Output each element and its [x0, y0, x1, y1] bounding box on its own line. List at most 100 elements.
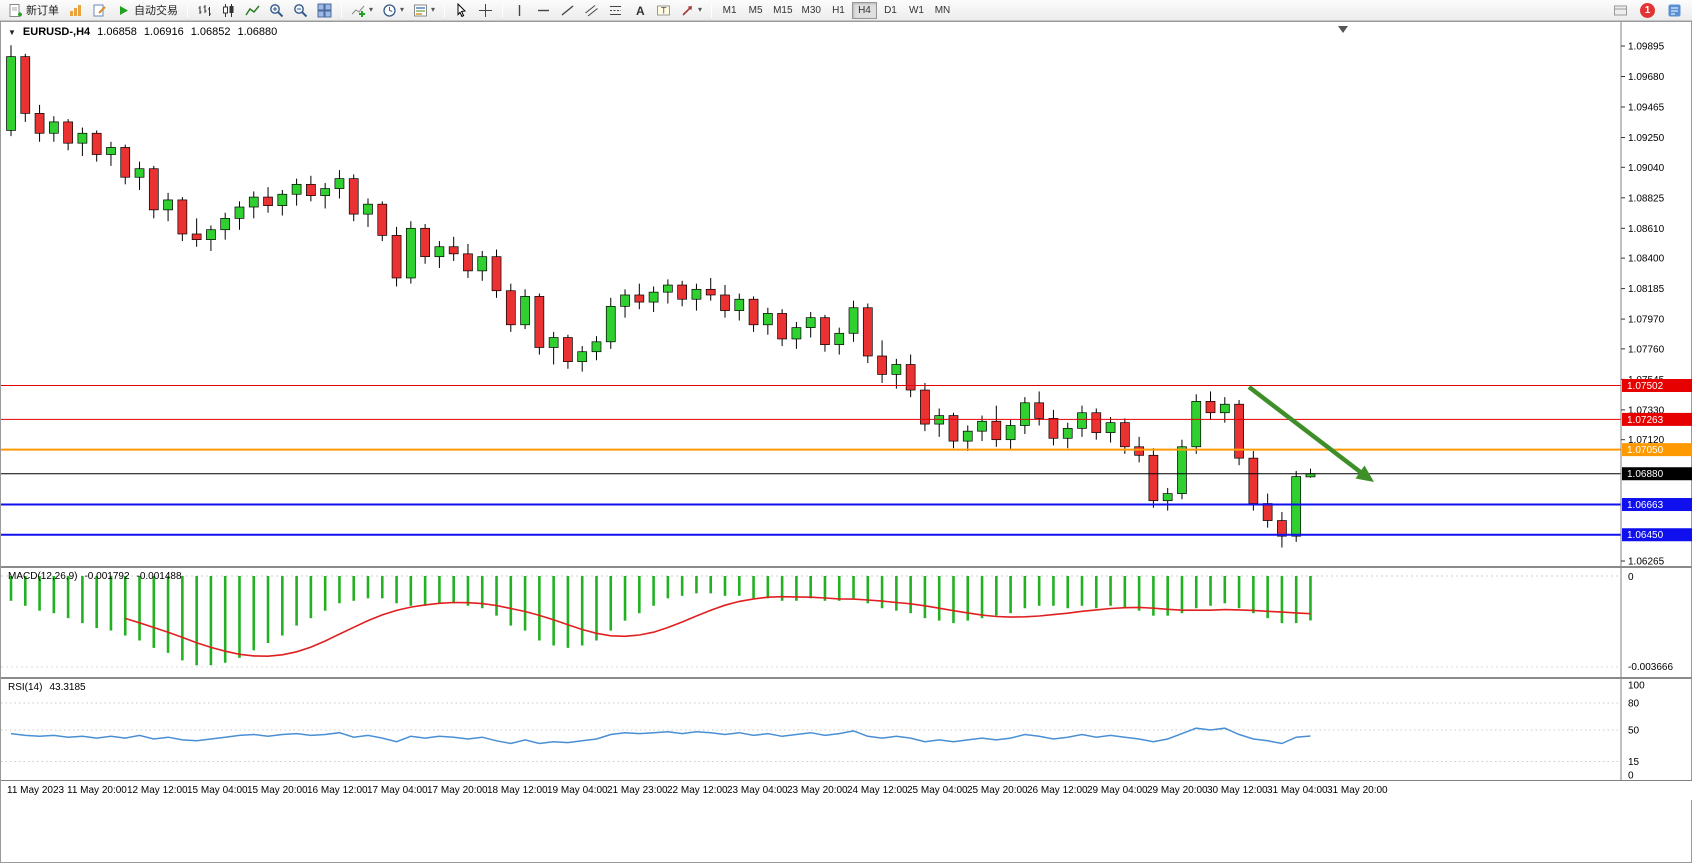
rsi-label: RSI(14) 43.3185 [8, 682, 86, 693]
timeframe-h1-button[interactable]: H1 [826, 2, 851, 19]
zoom-in-button[interactable] [265, 1, 288, 20]
sidebar-toggle-button[interactable] [1663, 1, 1686, 20]
svg-text:0: 0 [1628, 572, 1634, 583]
svg-text:1.07760: 1.07760 [1628, 344, 1665, 355]
fibonacci-tool-button[interactable] [604, 1, 627, 20]
horizontal-lines-layer[interactable] [1, 384, 1621, 536]
cursor-button[interactable] [450, 1, 473, 20]
rsi-axis[interactable]: 100 80 50 15 0 [1620, 679, 1645, 780]
time-axis-label: 29 May 04:00 [1087, 785, 1148, 796]
templates-button[interactable]: ▾ [409, 1, 439, 20]
sidebar-toggle-icon [1667, 3, 1682, 18]
label-tool-button[interactable]: T [652, 1, 675, 20]
line-chart-icon [245, 3, 260, 18]
new-order-icon [8, 3, 23, 18]
macd-axis[interactable]: 0 -0.003666 [1620, 568, 1673, 677]
periods-button[interactable]: ▾ [378, 1, 408, 20]
time-axis-label: 25 May 20:00 [967, 785, 1028, 796]
candlestick-icon [221, 3, 236, 18]
trendline-tool-button[interactable] [556, 1, 579, 20]
svg-text:1.07502: 1.07502 [1627, 381, 1664, 392]
vertical-line-tool-button[interactable] [508, 1, 531, 20]
crosshair-button[interactable] [474, 1, 497, 20]
price-chart[interactable]: 1.09895 1.09680 1.09465 1.09250 1.09040 1.088… [1, 22, 1692, 566]
shift-marker[interactable] [1338, 26, 1348, 33]
svg-text:1.06450: 1.06450 [1627, 530, 1664, 541]
horizontal-line-tool-button[interactable] [532, 1, 555, 20]
text-tool-button[interactable]: A [628, 1, 651, 20]
chevron-down-icon: ▾ [400, 5, 405, 14]
cursor-icon [454, 2, 469, 18]
time-axis-label: 26 May 12:00 [1027, 785, 1088, 796]
channel-tool-button[interactable] [580, 1, 603, 20]
chevron-down-icon: ▾ [369, 5, 374, 14]
svg-text:1.06265: 1.06265 [1628, 556, 1665, 566]
toolbar-right-group: 1 [1609, 1, 1688, 20]
timeframe-m30-button[interactable]: M30 [798, 2, 825, 19]
candles-layer [6, 45, 1316, 548]
autotrading-label: 自动交易 [134, 5, 178, 17]
time-axis-label: 18 May 12:00 [487, 785, 548, 796]
time-axis-label: 30 May 12:00 [1207, 785, 1268, 796]
time-axis-label: 15 May 20:00 [247, 785, 308, 796]
charts-button[interactable] [64, 1, 87, 20]
time-axis[interactable]: 11 May 2023 11 May 20:00 12 May 12:00 15 Ma… [1, 780, 1692, 800]
rsi-value: 43.3185 [49, 682, 86, 693]
autotrading-button[interactable]: 自动交易 [112, 1, 182, 20]
svg-text:1.07120: 1.07120 [1628, 435, 1665, 446]
zoom-in-icon [269, 3, 284, 18]
timeframe-h4-button[interactable]: H4 [851, 1, 877, 19]
chevron-down-icon: ▾ [698, 5, 703, 14]
zoom-out-button[interactable] [289, 1, 312, 20]
candlestick-mode-button[interactable] [217, 1, 240, 20]
scripts-button[interactable] [88, 1, 111, 20]
panel-splitter[interactable] [1, 677, 1692, 679]
toolbox-button[interactable] [1609, 1, 1632, 20]
timeframe-w1-button[interactable]: W1 [904, 2, 929, 19]
time-axis-label: 21 May 23:00 [607, 785, 668, 796]
timeframe-m1-button[interactable]: M1 [717, 2, 742, 19]
svg-text:1.07330: 1.07330 [1628, 405, 1665, 416]
time-axis-label: 23 May 04:00 [727, 785, 788, 796]
panel-splitter[interactable] [1, 566, 1692, 568]
time-axis-label: 17 May 04:00 [367, 785, 428, 796]
toolbar-separator [341, 2, 342, 18]
indicators-button[interactable]: ▾ [347, 1, 377, 20]
toolbar-separator [711, 2, 713, 18]
time-axis-label: 25 May 04:00 [907, 785, 968, 796]
macd-signal-value: -0.001488 [136, 571, 182, 582]
time-axis-label: 11 May 2023 [7, 785, 65, 796]
timeframe-m15-button[interactable]: M15 [769, 2, 796, 19]
tile-windows-icon [317, 3, 332, 18]
horizontal-line-icon [536, 3, 551, 18]
notification-badge[interactable]: 1 [1640, 2, 1655, 18]
price-axis[interactable]: 1.09895 1.09680 1.09465 1.09250 1.09040 1.088… [1620, 22, 1692, 566]
vertical-line-icon [512, 3, 527, 18]
svg-text:1.08400: 1.08400 [1628, 254, 1665, 265]
svg-text:80: 80 [1628, 699, 1640, 710]
new-order-button[interactable]: 新订单 [4, 1, 63, 20]
time-axis-label: 31 May 20:00 [1327, 785, 1388, 796]
timeframe-m5-button[interactable]: M5 [743, 2, 768, 19]
quote-open: 1.06858 [97, 26, 137, 38]
timeframe-d1-button[interactable]: D1 [878, 2, 903, 19]
scripts-icon [92, 3, 107, 18]
time-axis-label: 23 May 20:00 [787, 785, 848, 796]
timeframe-mn-button[interactable]: MN [930, 2, 955, 19]
text-label-icon: T [656, 3, 671, 18]
arrows-tool-button[interactable]: ▾ [676, 1, 706, 20]
tile-windows-button[interactable] [313, 1, 336, 20]
rsi-panel[interactable]: 100 80 50 15 0 [1, 679, 1692, 780]
macd-label: MACD(12,26,9) -0.001792 -0.001488 [8, 571, 182, 582]
line-chart-mode-button[interactable] [241, 1, 264, 20]
chart-collapse-icon[interactable]: ▼ [8, 27, 16, 37]
macd-panel[interactable]: 0 -0.003666 [1, 568, 1692, 677]
trend-arrow[interactable] [1247, 385, 1374, 482]
bar-chart-mode-button[interactable] [193, 1, 216, 20]
chart-header: ▼ EURUSD-,H4 1.06858 1.06916 1.06852 1.0… [8, 26, 277, 38]
new-order-label: 新订单 [26, 5, 59, 17]
toolbar-separator [187, 2, 188, 18]
autotrading-icon [116, 3, 131, 18]
fibonacci-icon [608, 3, 623, 18]
macd-signal-line [124, 595, 1311, 658]
